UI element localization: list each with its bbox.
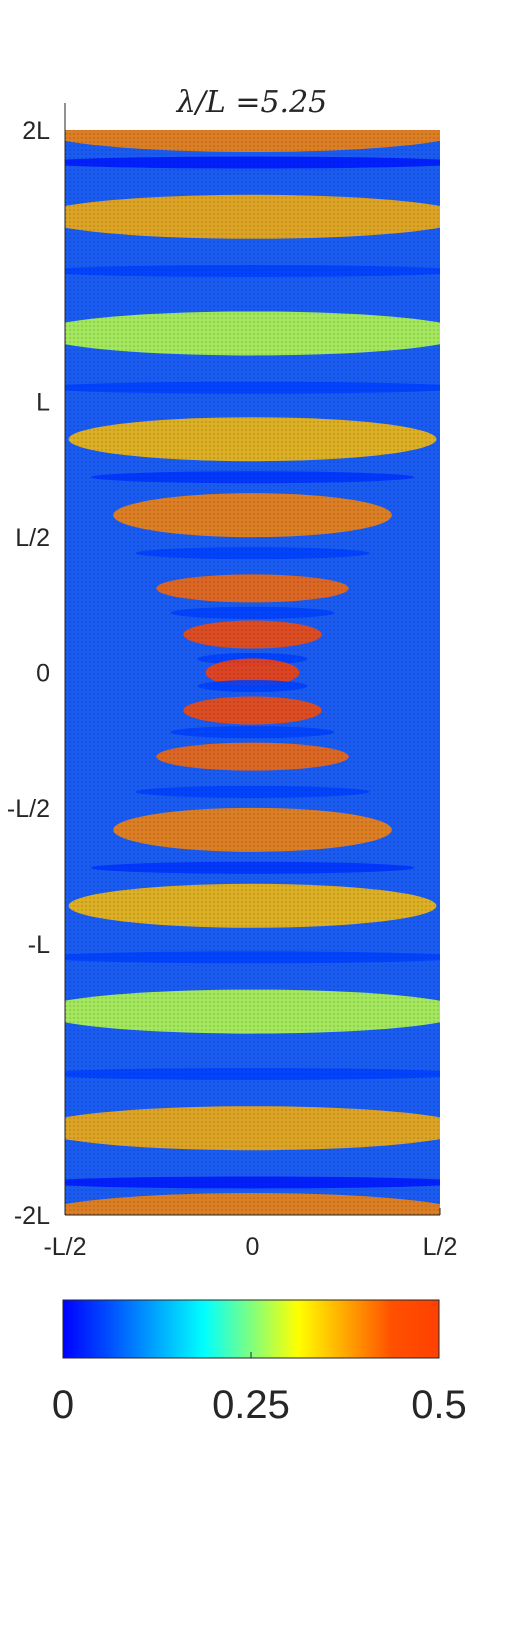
- y-tick-label: 0: [36, 660, 50, 688]
- arrow-field-overlay: [65, 130, 440, 1215]
- y-tick-label: L/2: [15, 524, 50, 552]
- x-tick-label: -L/2: [43, 1233, 86, 1261]
- colorbar: 0 0.25 0.5: [52, 1299, 467, 1427]
- x-tick-label: 0: [246, 1233, 260, 1261]
- y-tick-labels: 2L L L/2 0 -L/2 -L -2L: [7, 117, 50, 1230]
- colorbar-tick-label: 0: [52, 1383, 74, 1427]
- colorbar-tick-label: 0.5: [411, 1383, 467, 1427]
- x-tick-labels: -L/2 0 L/2: [43, 1233, 457, 1261]
- colorbar-tick-labels: 0 0.25 0.5: [52, 1383, 467, 1427]
- chart-title: λ/L =5.25: [176, 85, 328, 120]
- y-tick-label: L: [36, 388, 50, 416]
- colorbar-gradient: [62, 1299, 440, 1359]
- y-tick-label: -L: [28, 931, 50, 959]
- colorbar-tick-label: 0.25: [212, 1383, 290, 1427]
- y-tick-label: -2L: [14, 1202, 50, 1230]
- y-tick-label: -L/2: [7, 795, 50, 823]
- y-tick-label: 2L: [22, 117, 50, 145]
- x-tick-label: L/2: [423, 1233, 458, 1261]
- plot-area: [65, 130, 440, 1215]
